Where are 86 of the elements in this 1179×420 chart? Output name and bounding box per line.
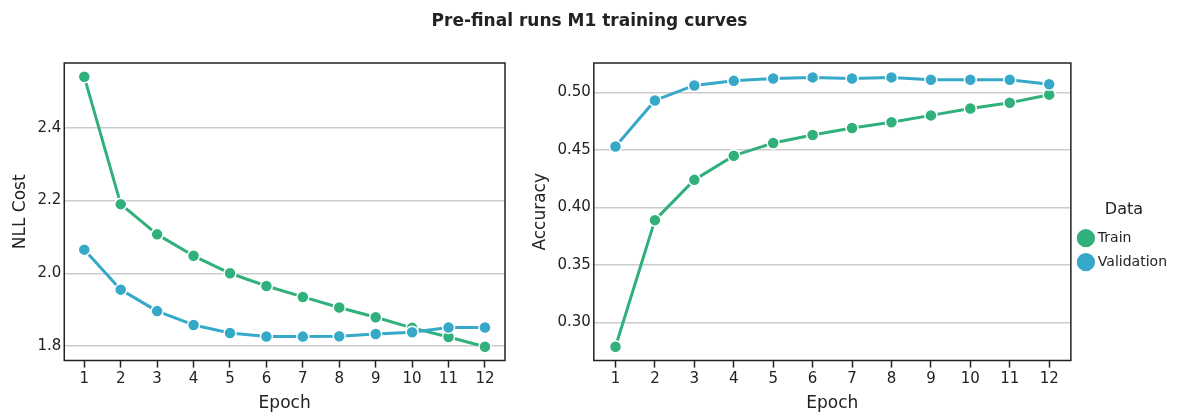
x-tick-label: 9 xyxy=(370,369,381,388)
x-tick-label: 8 xyxy=(334,369,345,388)
point xyxy=(441,320,456,335)
x-tick-label: 3 xyxy=(689,369,700,388)
x-tick-label: 10 xyxy=(960,369,980,388)
point xyxy=(368,310,383,325)
legend-label: Train xyxy=(1096,228,1132,245)
point xyxy=(332,300,347,315)
point xyxy=(368,327,383,341)
x-tick-label: 3 xyxy=(152,369,162,388)
x-tick-label: 7 xyxy=(298,369,308,388)
x-tick-label: 7 xyxy=(847,369,857,388)
point xyxy=(478,320,492,335)
point xyxy=(963,101,978,116)
y-axis-title: Accuracy xyxy=(528,172,549,251)
point xyxy=(186,249,201,263)
y-axis-title: NLL Cost xyxy=(8,174,29,250)
point xyxy=(924,108,938,123)
point xyxy=(845,121,859,135)
x-tick-label: 2 xyxy=(115,369,126,388)
point xyxy=(113,282,128,297)
x-tick-label: 6 xyxy=(261,369,272,388)
point xyxy=(77,70,92,84)
legend-title: Data xyxy=(1104,199,1144,219)
point xyxy=(296,329,310,344)
x-tick-label: 11 xyxy=(438,369,459,388)
point xyxy=(1042,77,1056,92)
point xyxy=(963,72,978,87)
point xyxy=(648,93,662,108)
x-tick-label: 11 xyxy=(1000,369,1020,388)
y-tick-label: 2.4 xyxy=(37,117,62,136)
point xyxy=(884,115,899,130)
x-axis-title: Epoch xyxy=(258,392,311,413)
x-axis-title: Epoch xyxy=(806,392,859,413)
point xyxy=(766,71,780,86)
y-tick-label: 2.2 xyxy=(37,190,62,209)
y-tick-label: 0.50 xyxy=(557,82,591,101)
x-tick-label: 4 xyxy=(188,369,199,388)
point xyxy=(259,329,274,344)
x-tick-label: 6 xyxy=(807,369,818,388)
point xyxy=(727,148,741,163)
point xyxy=(259,279,274,293)
y-tick-label: 2.0 xyxy=(37,263,62,282)
x-tick-label: 1 xyxy=(79,369,90,388)
point xyxy=(77,242,92,257)
legend-label: Validation xyxy=(1097,252,1168,269)
point xyxy=(766,136,780,150)
point xyxy=(805,128,820,142)
point xyxy=(150,227,164,242)
point xyxy=(296,290,310,304)
point xyxy=(1003,95,1017,110)
point xyxy=(687,173,702,187)
text: Pre-final runs M1 training curves xyxy=(430,10,749,30)
point xyxy=(150,304,164,318)
point xyxy=(332,329,347,343)
x-tick-label: 12 xyxy=(1039,369,1059,388)
point xyxy=(648,213,662,227)
point xyxy=(405,325,419,339)
point xyxy=(608,340,623,354)
point xyxy=(687,78,702,93)
x-tick-label: 5 xyxy=(768,369,778,388)
y-tick-label: 0.45 xyxy=(557,139,591,158)
x-tick-label: 2 xyxy=(650,369,660,388)
point xyxy=(608,139,623,154)
x-tick-label: 4 xyxy=(728,369,739,388)
point xyxy=(223,326,237,340)
x-tick-label: 8 xyxy=(886,369,897,388)
point xyxy=(924,72,938,87)
point xyxy=(845,71,859,86)
y-tick-label: 0.40 xyxy=(557,197,591,216)
y-tick-label: 0.30 xyxy=(557,312,591,331)
x-tick-label: 5 xyxy=(225,369,235,388)
x-tick-label: 1 xyxy=(610,369,621,388)
x-tick-label: 10 xyxy=(402,369,422,388)
point xyxy=(478,340,492,354)
point xyxy=(186,318,201,332)
y-tick-label: 1.8 xyxy=(37,335,62,354)
point xyxy=(805,70,820,85)
point xyxy=(727,74,741,88)
x-tick-label: 9 xyxy=(926,369,936,388)
point xyxy=(1003,72,1017,87)
y-tick-label: 0.35 xyxy=(557,254,591,273)
point xyxy=(223,266,237,281)
x-tick-label: 12 xyxy=(475,369,495,388)
point xyxy=(884,70,899,85)
point xyxy=(113,197,128,211)
